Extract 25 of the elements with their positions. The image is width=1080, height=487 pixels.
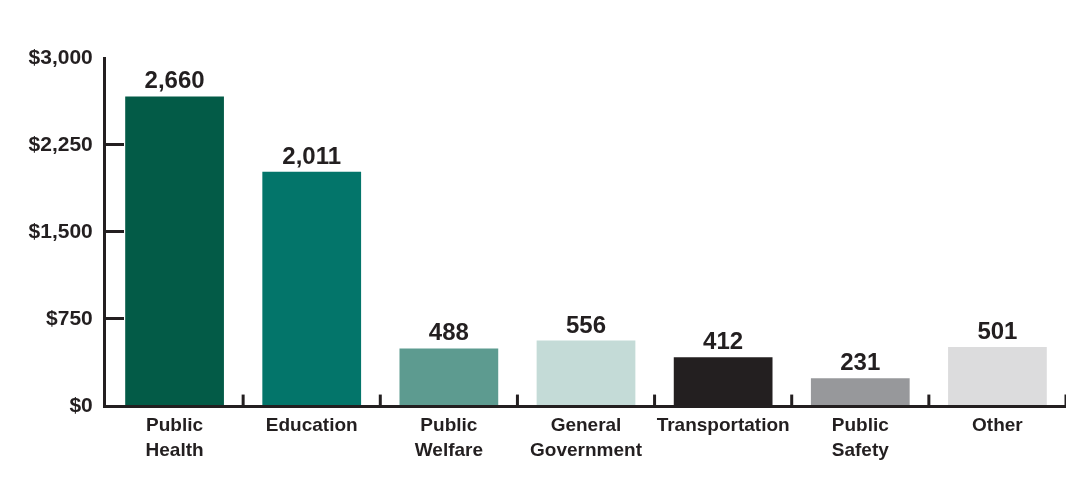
data-label: 2,011 — [282, 141, 342, 169]
bar — [399, 348, 499, 405]
y-tick-label: $2,250 — [28, 132, 93, 156]
bar — [262, 171, 362, 405]
y-tick-label: $0 — [69, 393, 93, 417]
x-tick-label: Public Health — [145, 413, 204, 460]
x-tick-label: Public Welfare — [414, 413, 484, 460]
y-tick-label: $1,500 — [28, 219, 93, 243]
data-label: 412 — [703, 327, 744, 355]
bar — [810, 378, 910, 405]
data-label: 501 — [977, 316, 1018, 344]
x-tick-label: Other — [972, 413, 1024, 435]
data-label: 2,660 — [144, 66, 205, 94]
data-label: 488 — [428, 318, 469, 346]
bar — [125, 96, 224, 405]
x-tick-label: Public Safety — [831, 413, 890, 460]
bar — [536, 340, 636, 405]
x-tick-label: Education — [265, 413, 358, 435]
y-tick-label: $750 — [46, 306, 93, 330]
bar — [948, 346, 1047, 405]
x-tick-label: General Government — [530, 413, 643, 460]
data-label: 231 — [840, 348, 881, 376]
data-label: 556 — [565, 310, 607, 338]
y-tick-label: $3,000 — [28, 45, 93, 69]
x-tick-label: Transportation — [656, 413, 790, 435]
